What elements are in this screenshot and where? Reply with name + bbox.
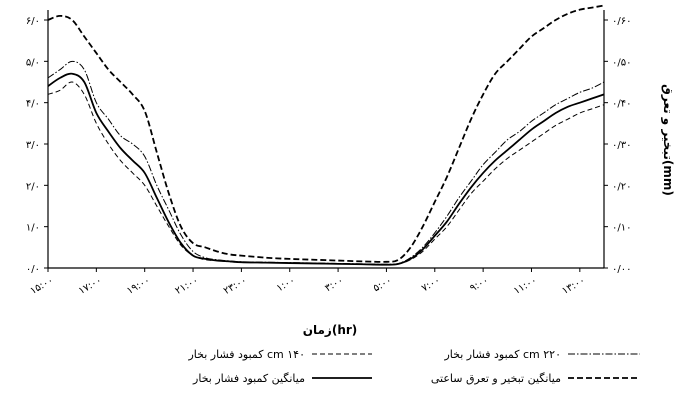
left-ticks: ۰/۰ ۱/۰ ۲/۰ ۳/۰ ۴/۰ ۵/۰ ۶/۰ [26,16,48,275]
x-tick-label: ۱۵:۰۰ [28,275,55,297]
legend-label-220: کمبود فشار بخار cm ۲۲۰ [443,348,561,361]
y-left-tick-label: ۰/۰ [26,264,40,275]
y-left-tick-label: ۱/۰ [26,223,40,234]
y-right-tick-label: ۰/۱۰ [612,223,631,234]
plot-frame [47,10,605,269]
x-tick-label: ۹:۰۰ [468,275,490,294]
x-tick-label: ۱۹:۰۰ [125,275,152,297]
x-tick-label: ۱۱:۰۰ [512,275,539,297]
legend-label-mean-vpd: میانگین کمبود فشار بخار [192,372,305,385]
x-tick-label: ۲۳:۰۰ [222,275,249,297]
series-line-mean-vpd [47,72,605,266]
y-left-tick-label: ۴/۰ [26,99,40,110]
y-right-tick-label: ۰/۶۰ [612,16,631,27]
legend-label-et: میانگین تبخیر و تعرق ساعتی [431,372,561,385]
x-tick-label: ۲۱:۰۰ [174,275,201,297]
y-right-tick-label: ۰/۲۰ [612,181,631,192]
y-right-tick-label: ۰/۰۰ [612,264,631,275]
legend: کمبود فشار بخار cm ۱۴۰ کمبود فشار بخار c… [187,348,640,385]
series-layer [47,4,605,266]
right-ticks: ۰/۰۰ ۰/۱۰ ۰/۲۰ ۰/۳۰ ۰/۴۰ ۰/۵۰ ۰/۶۰ [604,16,631,275]
y-left-tick-label: ۲/۰ [26,181,40,192]
series-line-vpd-220 [47,60,605,265]
x-tick-label: ۷:۰۰ [420,275,442,294]
y-right-tick-label: ۰/۵۰ [612,57,631,68]
y-left-tick-label: ۶/۰ [26,16,40,27]
x-axis-title: زمان(hr) [303,323,358,337]
x-tick-label: ۱۳:۰۰ [560,275,587,297]
x-tick-label: ۵:۰۰ [372,275,394,294]
x-tick-label: ۳:۰۰ [323,275,345,294]
y-right-tick-label: ۰/۴۰ [612,99,631,110]
y-left-tick-label: ۳/۰ [26,140,40,151]
series-line-vpd-140 [47,81,605,266]
x-ticks: ۱۵:۰۰ ۱۷:۰۰ ۱۹:۰۰ ۲۱:۰۰ ۲۳:۰۰ ۱:۰۰ ۳:۰۰ ۵:۰۰ ۷:۰… [28,268,587,297]
x-tick-label: ۱:۰۰ [275,275,297,294]
y-right-tick-label: ۰/۳۰ [612,140,631,151]
x-tick-label: ۱۷:۰۰ [77,275,104,297]
y-left-tick-label: ۵/۰ [26,57,40,68]
legend-label-140: کمبود فشار بخار cm ۱۴۰ [187,348,305,361]
y-axis-right-title: تبخیر و تعرق(mm) [660,84,675,196]
series-line-mean-et [47,4,605,263]
